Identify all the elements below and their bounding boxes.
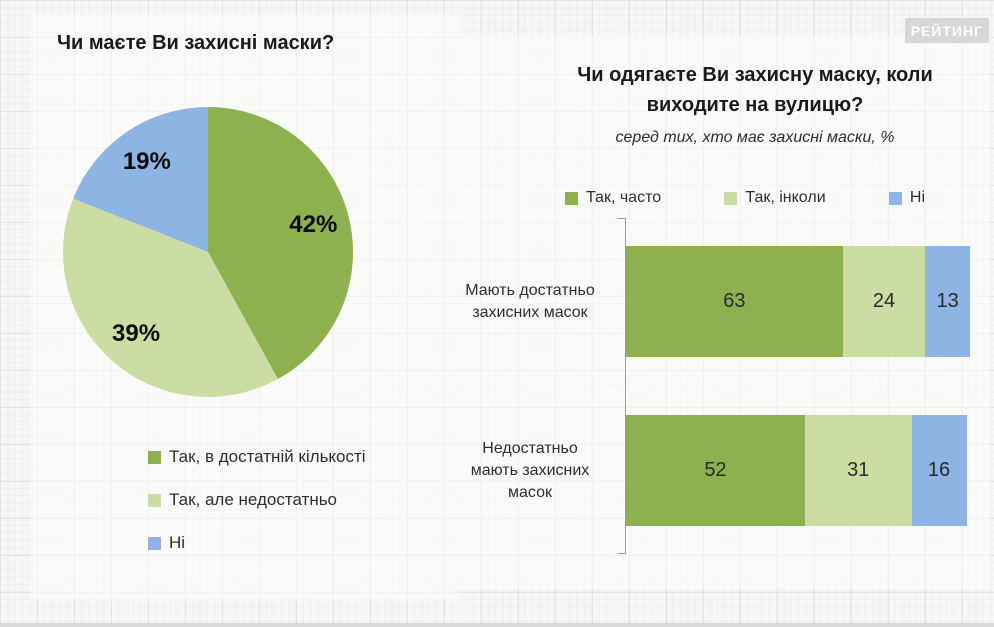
bar-value-label: 63	[723, 290, 746, 312]
legend-item: Ні	[888, 189, 925, 207]
legend-label: Ні	[909, 189, 925, 206]
bar-legend: Так, часто Так, інколи Ні	[565, 189, 925, 207]
pie-value-label: 19%	[122, 148, 171, 176]
bar-row-label: Недостатньо мають захисних масок	[470, 439, 590, 501]
bar-value-label: 16	[927, 459, 951, 481]
bar-row-label-wrap: Мають достатньо захисних масок	[445, 246, 615, 357]
legend-swatch	[148, 493, 161, 507]
legend-item: Так, але недостатньо	[148, 489, 366, 511]
bar-row-label: Мають достатньо захисних масок	[465, 281, 595, 321]
bar-row-1: 52 31 16	[626, 415, 970, 526]
rating-logo-text: РЕЙТИНГ	[910, 22, 983, 39]
legend-swatch	[724, 191, 738, 205]
legend-label: Ні	[169, 533, 186, 552]
legend-swatch	[148, 536, 161, 550]
pie-legend: Так, в достатній кількості Так, але недос…	[148, 446, 366, 575]
bar-row-0: 63 24 13	[626, 246, 970, 357]
pie-slice-1	[63, 198, 278, 397]
bar-value-label: 31	[847, 459, 870, 481]
legend-label: Так, в достатній кількості	[169, 447, 366, 466]
pie-value-label: 42%	[289, 210, 338, 238]
legend-label: Так, часто	[586, 189, 662, 206]
legend-item: Так, часто	[565, 189, 661, 207]
bar-chart-subtitle: серед тих, хто має захисні маски, %	[615, 129, 895, 146]
pie-slice-0	[208, 107, 353, 380]
bar-rows: 63 24 13 52 31 16	[626, 246, 970, 584]
bar-value-label: 13	[936, 290, 959, 312]
bar-value-label: 24	[872, 290, 896, 312]
bar-segment: 13	[925, 246, 970, 357]
bar-segment: 16	[911, 415, 967, 526]
legend-swatch	[148, 450, 161, 464]
legend-swatch	[888, 191, 902, 205]
bar-segment: 24	[842, 246, 926, 357]
bar-segment: 63	[626, 246, 843, 357]
axis-tick-bottom	[618, 553, 626, 554]
legend-item: Так, в достатній кількості	[148, 446, 366, 468]
legend-item: Так, інколи	[724, 189, 826, 207]
rating-logo: РЕЙТИНГ	[904, 18, 989, 43]
bar-category-axis	[625, 218, 626, 554]
pie-slice-2	[73, 107, 209, 252]
axis-tick-top	[618, 218, 626, 219]
pie-chart-title: Чи маєте Ви захисні маски?	[57, 32, 335, 54]
pie-chart: 42% 39% 19%	[63, 107, 353, 397]
bar-segment: 31	[804, 415, 912, 526]
bar-chart-title: Чи одягаєте Ви захисну маску, коли виход…	[577, 64, 933, 116]
bar-chart-header: Чи одягаєте Ви захисну маску, коли виход…	[545, 60, 965, 147]
bar-row-labels: Мають достатньо захисних масок Недостатнь…	[445, 246, 615, 584]
bar-row-label-wrap: Недостатньо мають захисних масок	[445, 415, 615, 526]
bar-segment: 52	[626, 415, 805, 526]
pie-value-label: 39%	[112, 319, 161, 347]
legend-swatch	[565, 191, 578, 205]
pie-svg	[63, 107, 353, 397]
bar-value-label: 52	[704, 459, 727, 481]
legend-label: Так, інколи	[745, 189, 826, 206]
legend-item: Ні	[148, 532, 366, 554]
legend-label: Так, але недостатньо	[169, 490, 338, 509]
